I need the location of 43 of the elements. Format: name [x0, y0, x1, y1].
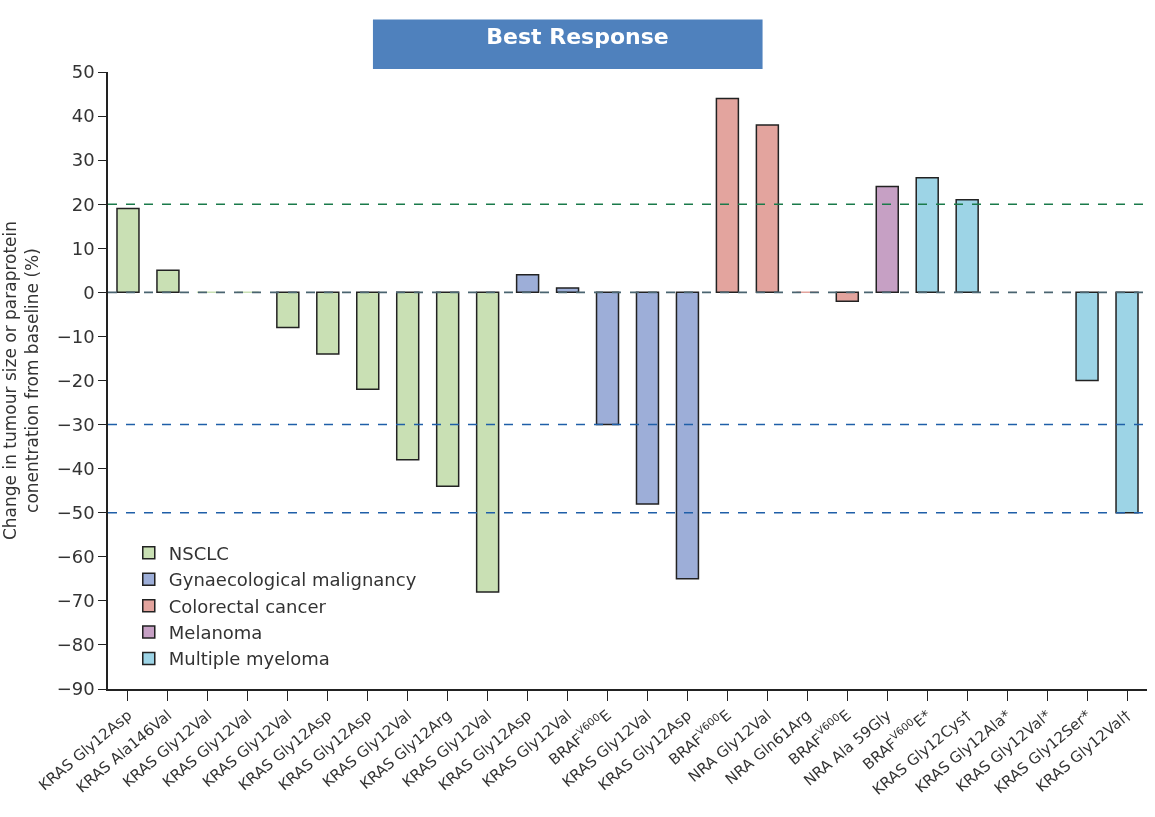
bar: [1075, 291, 1099, 382]
bar: [316, 291, 340, 355]
y-tick-label: −10: [56, 325, 95, 347]
bar: [116, 207, 140, 294]
y-tick-label: 50: [71, 61, 95, 83]
y-tick-label: −50: [56, 502, 95, 524]
bar: [276, 291, 300, 329]
y-tick-label: −40: [56, 457, 95, 479]
bar: [515, 273, 540, 294]
y-tick-label: 40: [71, 105, 95, 127]
bar: [595, 291, 620, 426]
bar: [875, 185, 899, 294]
bar: [755, 124, 780, 294]
bar: [156, 269, 180, 294]
bar: [715, 97, 740, 294]
y-tick-label: 30: [71, 149, 95, 171]
bar: [635, 291, 660, 505]
y-tick-label: −30: [56, 413, 95, 435]
y-tick-label: −60: [56, 546, 95, 568]
legend-label: Gynaecological malignancy: [168, 569, 417, 591]
bar: [675, 291, 700, 580]
chart-title: Best Response: [486, 24, 669, 50]
y-tick-label: −90: [56, 678, 95, 700]
bar: [475, 291, 500, 593]
bar: [395, 291, 420, 461]
bar: [955, 199, 979, 294]
y-tick-label: 10: [71, 237, 95, 259]
y-tick-label: 20: [71, 193, 95, 215]
legend-label: Multiple myeloma: [168, 648, 330, 670]
legend-label: Melanoma: [168, 622, 263, 644]
y-tick-label: −80: [56, 634, 95, 656]
y-axis-title: Change in tumour size or paraprotein conentration from baseline (%): [0, 220, 43, 541]
legend-label: Colorectal cancer: [168, 595, 327, 617]
bar: [356, 291, 380, 391]
bar: [915, 177, 939, 294]
y-tick-label: 0: [83, 281, 95, 303]
y-tick-label: −70: [56, 590, 95, 612]
bar: [435, 291, 460, 488]
bar: [555, 287, 580, 294]
bar: [835, 291, 860, 302]
bar: [1115, 291, 1139, 514]
legend-label: NSCLC: [168, 542, 229, 564]
y-tick-label: −20: [56, 369, 95, 391]
